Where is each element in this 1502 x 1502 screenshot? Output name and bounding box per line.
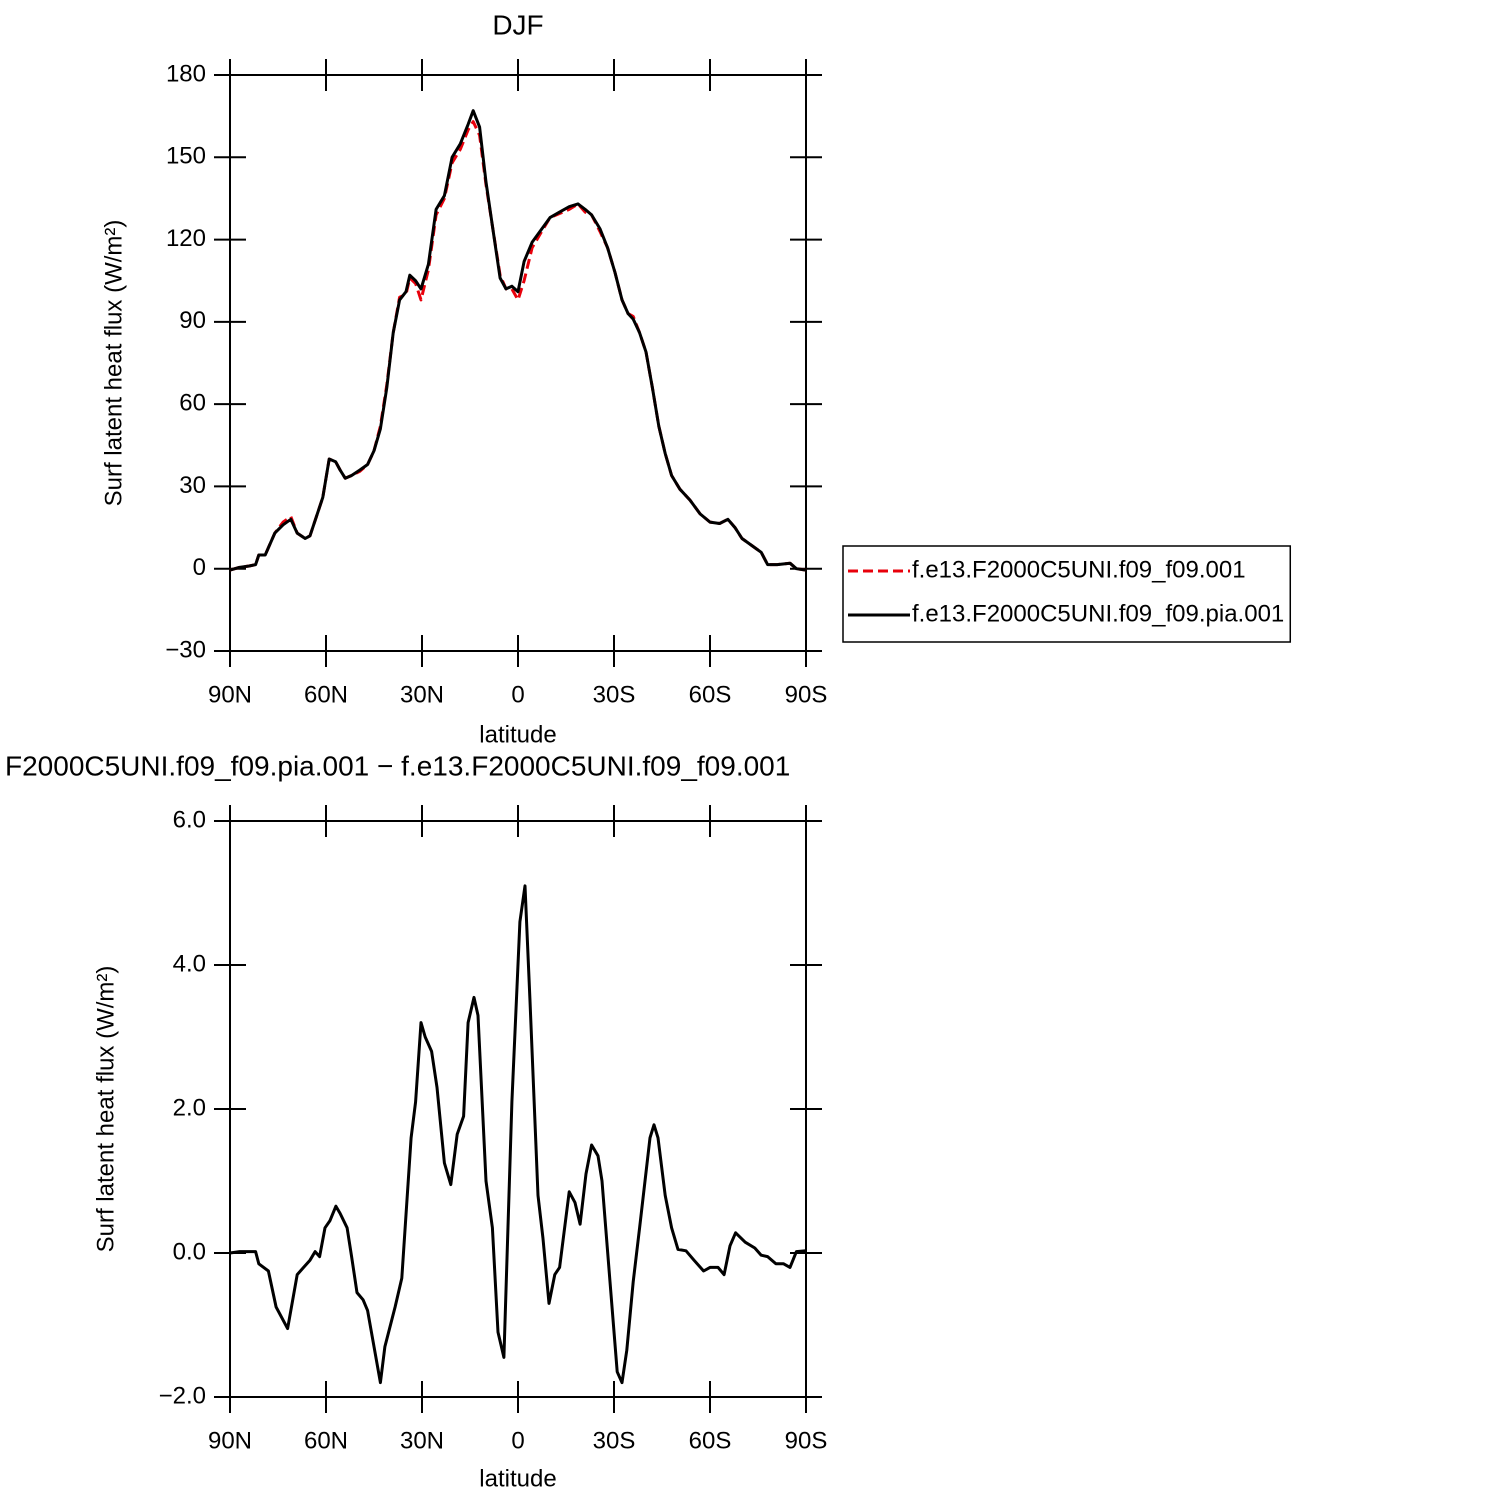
x-tick-label: 30S xyxy=(593,1427,636,1454)
y-tick-label: 180 xyxy=(166,60,206,87)
x-tick-label: 30S xyxy=(593,681,636,708)
y-tick-label: −2.0 xyxy=(159,1382,206,1409)
x-tick-label: 60N xyxy=(304,681,348,708)
y-axis-title: Surf latent heat flux (W/m²) xyxy=(92,966,119,1253)
y-tick-label: 30 xyxy=(179,472,206,499)
y-tick-label: 90 xyxy=(179,307,206,334)
y-tick-label: 120 xyxy=(166,225,206,252)
plot: DJF −30 0 30 60 90 120 150 180 90N 60N 30N 0 30S 60S 90… xyxy=(100,9,1292,748)
x-tick-label: 60N xyxy=(304,1427,348,1454)
y-tick-label: 6.0 xyxy=(173,806,206,833)
plot: F2000C5UNI.f09_f09.pia.001 − f.e13.F2000… xyxy=(5,750,827,1492)
plot-frame xyxy=(229,820,807,1398)
series-line xyxy=(229,109,807,572)
x-axis-title: latitude xyxy=(479,1465,556,1492)
x-tick-label: 60S xyxy=(689,681,732,708)
x-tick-label: 90N xyxy=(208,681,252,708)
y-tick-label: 0.0 xyxy=(173,1238,206,1265)
x-tick-label: 30N xyxy=(400,1427,444,1454)
x-tick-label: 30N xyxy=(400,681,444,708)
legend-box xyxy=(842,545,1292,643)
x-axis-title: latitude xyxy=(479,721,556,748)
y-tick-label: 60 xyxy=(179,389,206,416)
x-tick-label: 90S xyxy=(785,1427,828,1454)
y-tick-label: −30 xyxy=(165,636,206,663)
x-tick-label: 90N xyxy=(208,1427,252,1454)
series-line xyxy=(229,884,807,1385)
x-tick-label: 90S xyxy=(785,681,828,708)
y-tick-label: 2.0 xyxy=(173,1094,206,1121)
chart-title: DJF xyxy=(492,9,543,40)
y-tick-label: 0 xyxy=(193,554,206,581)
chart-title: F2000C5UNI.f09_f09.pia.001 − f.e13.F2000… xyxy=(5,750,790,781)
plot-frame xyxy=(229,74,807,652)
legend-label: f.e13.F2000C5UNI.f09_f09.pia.001 xyxy=(912,600,1284,627)
legend: f.e13.F2000C5UNI.f09_f09.001 f.e13.F2000C… xyxy=(842,545,1292,643)
x-tick-label: 0 xyxy=(511,681,524,708)
y-tick-label: 150 xyxy=(166,143,206,170)
series-line xyxy=(229,120,807,572)
legend-label: f.e13.F2000C5UNI.f09_f09.001 xyxy=(912,556,1246,583)
y-axis-title: Surf latent heat flux (W/m²) xyxy=(100,220,127,507)
y-tick-label: 4.0 xyxy=(173,950,206,977)
x-tick-label: 60S xyxy=(689,1427,732,1454)
x-tick-label: 0 xyxy=(511,1427,524,1454)
